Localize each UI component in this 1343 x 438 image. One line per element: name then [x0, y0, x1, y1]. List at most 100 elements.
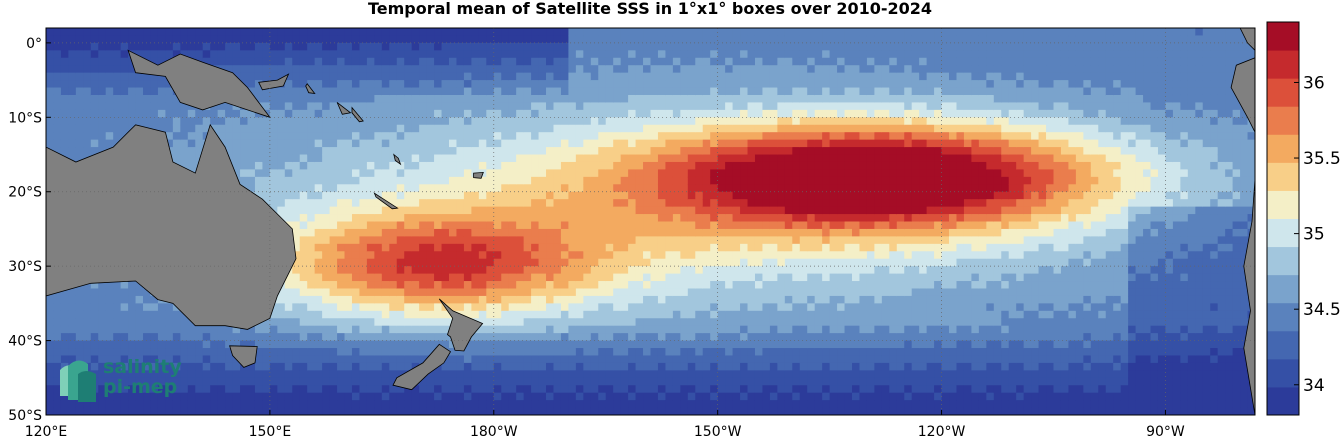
sss-cell	[695, 206, 704, 215]
sss-cell	[650, 28, 659, 37]
sss-cell	[628, 42, 637, 51]
sss-cell	[307, 191, 316, 200]
sss-cell	[643, 385, 652, 394]
sss-cell	[75, 72, 84, 81]
sss-cell	[486, 377, 495, 386]
sss-cell	[553, 243, 562, 252]
sss-cell	[284, 35, 293, 44]
sss-cell	[598, 102, 607, 111]
sss-cell	[75, 303, 84, 312]
sss-cell	[546, 377, 555, 386]
sss-cell	[620, 258, 629, 267]
sss-cell	[560, 221, 569, 230]
sss-cell	[314, 325, 323, 334]
sss-cell	[411, 281, 420, 290]
sss-cell	[449, 370, 458, 379]
sss-cell	[665, 236, 674, 245]
sss-cell	[284, 377, 293, 386]
sss-cell	[277, 109, 286, 118]
sss-cell	[307, 310, 316, 319]
sss-cell	[157, 124, 166, 133]
sss-cell	[419, 407, 428, 415]
sss-cell	[232, 42, 241, 51]
sss-cell	[747, 109, 756, 118]
sss-cell	[344, 258, 353, 267]
sss-cell	[740, 35, 749, 44]
sss-cell	[680, 236, 689, 245]
sss-cell	[717, 273, 726, 282]
sss-cell	[568, 102, 577, 111]
sss-cell	[337, 154, 346, 163]
sss-cell	[344, 87, 353, 96]
sss-cell	[172, 385, 181, 394]
sss-cell	[389, 236, 398, 245]
sss-cell	[240, 139, 249, 148]
sss-cell	[486, 385, 495, 394]
sss-cell	[46, 333, 55, 342]
sss-cell	[590, 348, 599, 357]
sss-cell	[411, 318, 420, 327]
sss-cell	[269, 42, 278, 51]
sss-cell	[471, 102, 480, 111]
sss-cell	[717, 57, 726, 66]
sss-cell	[426, 392, 435, 401]
sss-cell	[695, 303, 704, 312]
sss-cell	[471, 251, 480, 260]
sss-cell	[635, 124, 644, 133]
sss-cell	[329, 154, 338, 163]
sss-cell	[449, 147, 458, 156]
sss-cell	[613, 124, 622, 133]
sss-cell	[210, 109, 219, 118]
sss-cell	[366, 333, 375, 342]
sss-cell	[366, 243, 375, 252]
sss-cell	[463, 147, 472, 156]
sss-cell	[419, 42, 428, 51]
sss-cell	[53, 147, 62, 156]
sss-cell	[292, 87, 301, 96]
sss-cell	[389, 273, 398, 282]
sss-cell	[740, 176, 749, 185]
sss-cell	[672, 318, 681, 327]
sss-cell	[329, 132, 338, 141]
sss-cell	[717, 325, 726, 334]
sss-cell	[180, 355, 189, 364]
sss-cell	[135, 281, 144, 290]
sss-cell	[292, 348, 301, 357]
sss-cell	[523, 370, 532, 379]
sss-cell	[516, 214, 525, 223]
sss-cell	[516, 191, 525, 200]
sss-cell	[434, 191, 443, 200]
sss-cell	[75, 117, 84, 126]
sss-cell	[366, 400, 375, 409]
sss-cell	[553, 325, 562, 334]
sss-cell	[60, 318, 69, 327]
sss-cell	[590, 191, 599, 200]
sss-cell	[150, 28, 159, 37]
sss-cell	[157, 57, 166, 66]
sss-cell	[635, 273, 644, 282]
sss-cell	[546, 50, 555, 59]
sss-cell	[120, 362, 129, 371]
sss-cell	[501, 191, 510, 200]
sss-cell	[493, 281, 502, 290]
sss-cell	[493, 318, 502, 327]
sss-cell	[396, 295, 405, 304]
sss-cell	[665, 281, 674, 290]
sss-cell	[344, 169, 353, 178]
sss-cell	[292, 273, 301, 282]
sss-cell	[628, 370, 637, 379]
sss-cell	[493, 348, 502, 357]
sss-cell	[359, 400, 368, 409]
sss-cell	[374, 132, 383, 141]
sss-cell	[329, 102, 338, 111]
sss-cell	[471, 355, 480, 364]
sss-cell	[702, 28, 711, 37]
sss-cell	[568, 243, 577, 252]
sss-cell	[434, 132, 443, 141]
sss-cell	[620, 147, 629, 156]
sss-cell	[53, 310, 62, 319]
sss-cell	[754, 243, 764, 252]
sss-cell	[269, 325, 278, 334]
sss-cell	[441, 288, 450, 297]
sss-cell	[725, 385, 734, 394]
